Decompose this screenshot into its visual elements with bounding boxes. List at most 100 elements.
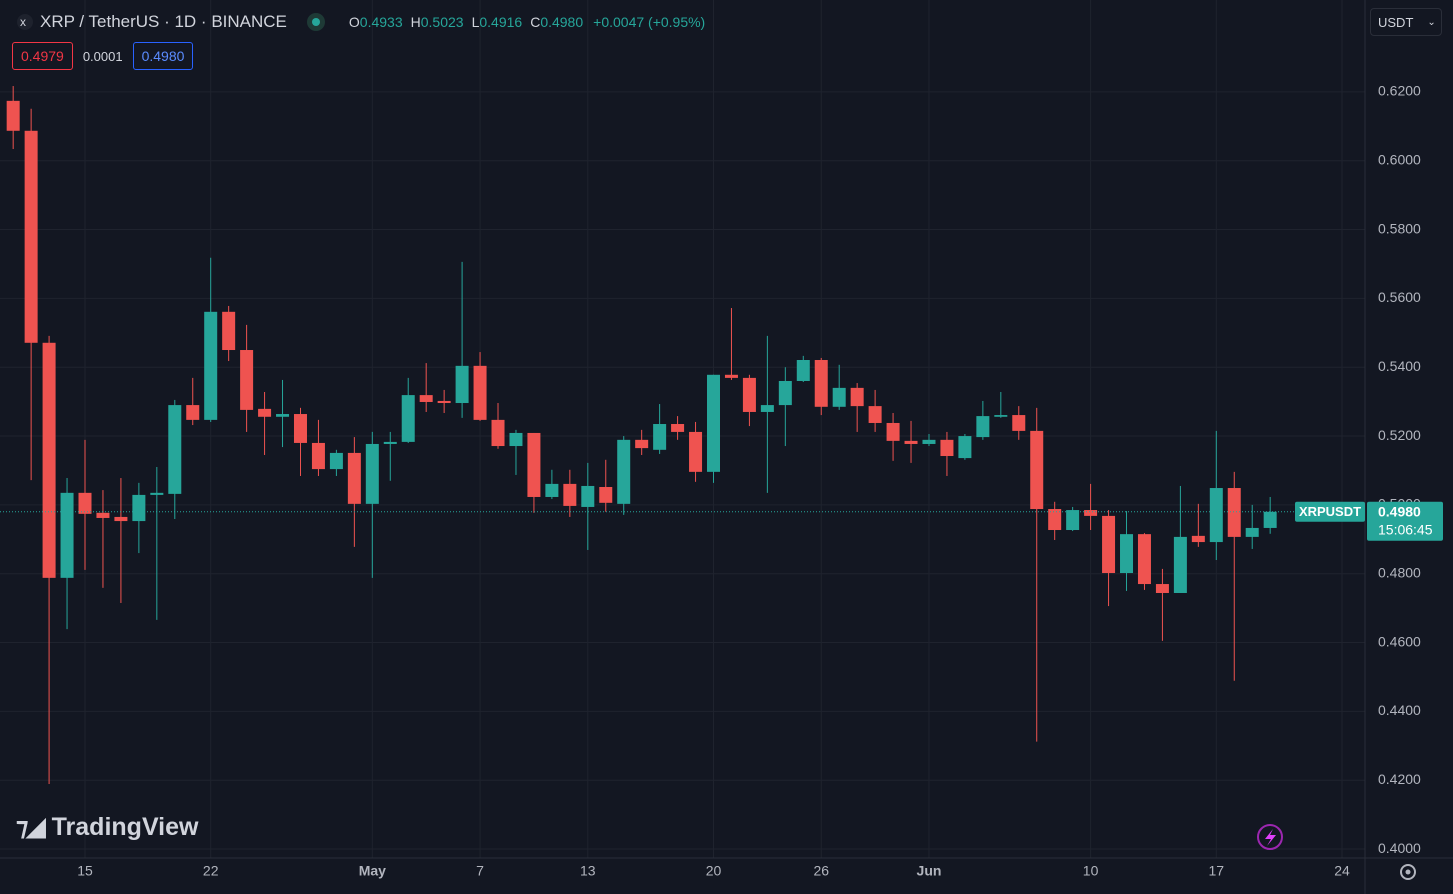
price-label: 0.4980: [1378, 503, 1421, 519]
candle-body: [437, 400, 451, 404]
settings-icon: [1400, 864, 1416, 880]
candle-body: [491, 419, 505, 447]
candle-body: [671, 424, 685, 432]
x-tick-label: 26: [813, 863, 829, 879]
x-tick-label: 20: [706, 863, 722, 879]
candle-body: [1155, 584, 1169, 593]
candle-body: [545, 483, 559, 497]
candle-body: [293, 414, 307, 443]
candle-body: [204, 311, 218, 420]
candle-body: [1120, 534, 1134, 574]
x-tick-label: 17: [1209, 863, 1225, 879]
candle-body: [1137, 534, 1151, 585]
candle-body: [1173, 536, 1187, 593]
change: +0.0047 (+0.95%): [593, 14, 706, 30]
candle-body: [724, 374, 738, 378]
candle-body: [401, 395, 415, 442]
x-tick-label: 15: [77, 863, 93, 879]
y-tick-label: 0.4000: [1378, 840, 1421, 856]
countdown: 15:06:45: [1378, 521, 1433, 537]
ohlc-key: H: [410, 14, 421, 30]
y-tick-label: 0.6000: [1378, 151, 1421, 167]
currency-select[interactable]: USDT ⌄: [1370, 8, 1442, 36]
header: x XRP / TetherUS · 1D · BINANCE O0.4933 H…: [16, 10, 705, 34]
lightning-bolt: [1265, 829, 1276, 846]
ohlc-key: L: [471, 14, 480, 30]
candle-body: [1084, 510, 1098, 516]
y-tick-label: 0.4600: [1378, 633, 1421, 649]
candle-body: [599, 486, 613, 503]
candle-body: [832, 387, 846, 407]
candle-body: [1227, 488, 1241, 537]
candle-body: [6, 100, 20, 131]
y-tick-label: 0.4200: [1378, 771, 1421, 787]
candle-body: [365, 443, 379, 504]
y-tick-label: 0.5600: [1378, 289, 1421, 305]
candle-body: [527, 432, 541, 497]
y-tick-label: 0.5800: [1378, 220, 1421, 236]
candle-body: [347, 452, 361, 504]
candle-body: [581, 485, 595, 507]
ohlc-value: 0.4933: [359, 14, 403, 30]
candle-body: [1191, 535, 1205, 543]
symbol-icon: x: [17, 14, 33, 30]
ohlc-key: C: [530, 14, 541, 30]
candle-body: [940, 439, 954, 457]
candle-body: [994, 415, 1008, 417]
status-dot: [306, 13, 325, 31]
candle-body: [329, 452, 343, 470]
candle-body: [635, 439, 649, 449]
bid[interactable]: 0.4979: [12, 42, 73, 70]
candle-body: [96, 512, 110, 518]
ohlc-value: 0.4916: [479, 14, 523, 30]
x-tick-label: 7: [476, 863, 484, 879]
candle-body: [796, 359, 810, 381]
candle-body: [1209, 488, 1223, 543]
candle-body: [868, 406, 882, 423]
candle-body: [760, 405, 774, 412]
candle-body: [311, 442, 325, 470]
candle-body: [886, 422, 900, 441]
candle-body: [276, 414, 290, 417]
symbol-title: XRP / TetherUS · 1D · BINANCE: [40, 12, 287, 31]
candle-body: [258, 408, 272, 417]
spread: 0.0001: [82, 48, 123, 64]
candle-body: [689, 431, 703, 472]
x-tick-label: Jun: [917, 863, 942, 879]
logo-text: TradingView: [51, 812, 199, 841]
candle-body: [617, 439, 631, 504]
candle-body: [455, 365, 469, 404]
candle-body: [1012, 415, 1026, 431]
ohlc-value: 0.5023: [420, 14, 464, 30]
ohlc-value: 0.4980: [540, 14, 584, 30]
candle-body: [168, 405, 182, 494]
candle-body: [904, 440, 918, 444]
candle-body: [742, 377, 756, 412]
candle-body: [509, 432, 523, 447]
y-tick-label: 0.5200: [1378, 427, 1421, 443]
logo-mark: ⁊◢: [16, 813, 46, 841]
candle-body: [653, 424, 667, 450]
candle-body: [1245, 527, 1259, 537]
lightning-icon: [1257, 824, 1283, 850]
candle-body: [1263, 511, 1277, 528]
y-tick-label: 0.6200: [1378, 83, 1421, 99]
candle-body: [707, 374, 720, 472]
settings-icon-core: [1405, 869, 1411, 875]
candle-body: [42, 342, 56, 578]
price-label-bg: [1367, 501, 1443, 541]
x-tick-label: 10: [1083, 863, 1099, 879]
quote-boxes: 0.4979 0.0001 0.4980: [12, 42, 194, 70]
candle-body: [814, 359, 828, 407]
ohlc-legend: O0.4933 H0.5023 L0.4916 C0.4980: [341, 14, 583, 30]
candle-body: [1066, 510, 1080, 531]
x-tick-label: 24: [1334, 863, 1350, 879]
candle-body: [222, 311, 236, 351]
y-tick-label: 0.4400: [1378, 702, 1421, 718]
y-tick-label: 0.5400: [1378, 358, 1421, 374]
currency: USDT: [1378, 14, 1414, 30]
ask[interactable]: 0.4980: [132, 42, 194, 70]
candle-body: [132, 494, 146, 522]
candle-body: [922, 439, 936, 444]
